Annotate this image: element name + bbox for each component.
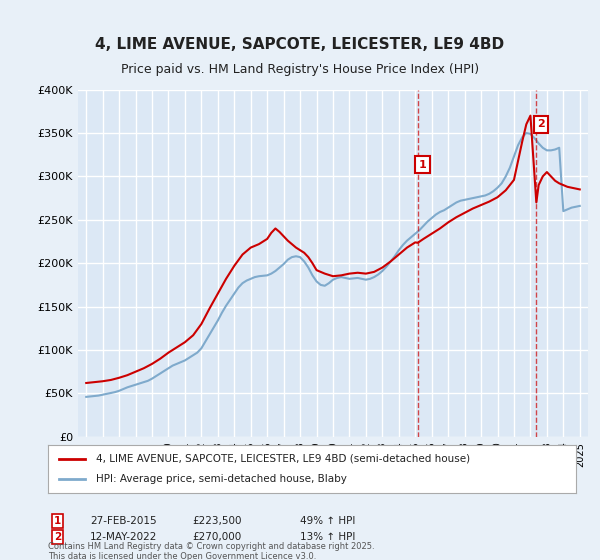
Text: 12-MAY-2022: 12-MAY-2022 xyxy=(90,533,157,543)
Text: 27-FEB-2015: 27-FEB-2015 xyxy=(90,516,157,526)
Text: £223,500: £223,500 xyxy=(192,516,241,526)
Text: HPI: Average price, semi-detached house, Blaby: HPI: Average price, semi-detached house,… xyxy=(95,474,346,484)
Text: 1: 1 xyxy=(54,516,61,526)
Text: Contains HM Land Registry data © Crown copyright and database right 2025.
This d: Contains HM Land Registry data © Crown c… xyxy=(48,542,374,560)
Text: 1: 1 xyxy=(419,160,427,170)
Text: 2: 2 xyxy=(538,119,545,129)
Text: 2: 2 xyxy=(54,533,61,543)
Text: £270,000: £270,000 xyxy=(192,533,241,543)
Text: 4, LIME AVENUE, SAPCOTE, LEICESTER, LE9 4BD: 4, LIME AVENUE, SAPCOTE, LEICESTER, LE9 … xyxy=(95,38,505,52)
Text: Price paid vs. HM Land Registry's House Price Index (HPI): Price paid vs. HM Land Registry's House … xyxy=(121,63,479,77)
Text: 49% ↑ HPI: 49% ↑ HPI xyxy=(300,516,355,526)
Text: 13% ↑ HPI: 13% ↑ HPI xyxy=(300,533,355,543)
Text: 4, LIME AVENUE, SAPCOTE, LEICESTER, LE9 4BD (semi-detached house): 4, LIME AVENUE, SAPCOTE, LEICESTER, LE9 … xyxy=(95,454,470,464)
